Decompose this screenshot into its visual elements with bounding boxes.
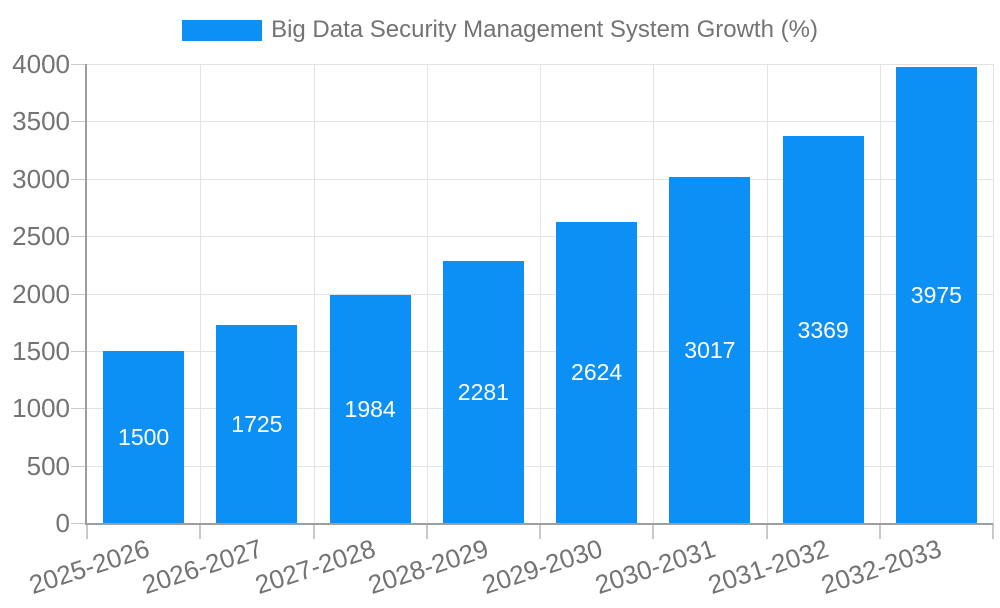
y-tick-mark — [71, 236, 87, 238]
x-tick-mark — [652, 523, 655, 539]
y-tick-label: 1000 — [12, 393, 70, 424]
bar — [669, 176, 751, 523]
y-tick-label: 4000 — [12, 49, 70, 79]
y-tick-label: 2500 — [12, 221, 70, 252]
v-gridline — [200, 64, 202, 523]
x-tick-mark — [199, 523, 202, 539]
bar-value-label: 1725 — [231, 411, 283, 438]
y-tick-mark — [71, 121, 87, 123]
bar-value-label: 3975 — [910, 281, 962, 308]
v-gridline — [540, 64, 541, 523]
v-gridline — [426, 64, 428, 523]
v-gridline — [766, 64, 768, 523]
legend-color-swatch — [182, 19, 263, 41]
bar — [556, 221, 638, 523]
x-axis-line — [85, 523, 993, 525]
bar — [895, 66, 977, 523]
y-tick-label: 1500 — [12, 335, 70, 366]
y-tick-mark — [71, 178, 87, 180]
y-tick-label: 3000 — [12, 163, 70, 194]
bar — [329, 295, 411, 523]
x-tick-mark — [539, 523, 541, 539]
v-gridline — [653, 64, 655, 523]
bar — [442, 261, 524, 523]
x-tick-mark — [425, 523, 428, 539]
v-gridline — [993, 64, 994, 523]
y-tick-mark — [71, 465, 87, 467]
x-tick-mark — [312, 523, 315, 539]
x-tick-mark — [86, 523, 88, 539]
bar — [103, 350, 185, 523]
chart-legend: Big Data Security Management System Grow… — [0, 16, 1000, 44]
y-tick-mark — [71, 64, 87, 65]
y-tick-label: 3500 — [12, 106, 70, 137]
bar-value-label: 1500 — [118, 423, 170, 450]
x-tick-mark — [878, 523, 881, 539]
bar-value-label: 1984 — [344, 396, 396, 423]
x-tick-mark — [765, 523, 768, 539]
bar-value-label: 3369 — [797, 316, 849, 343]
y-tick-label: 0 — [55, 508, 70, 538]
y-tick-mark — [71, 523, 87, 524]
bar-value-label: 2281 — [457, 379, 509, 406]
y-axis-line — [85, 64, 87, 525]
legend-title: Big Data Security Management System Grow… — [271, 16, 818, 43]
x-tick-mark — [992, 523, 994, 539]
y-tick-mark — [71, 408, 87, 410]
bar — [782, 136, 864, 523]
y-tick-mark — [71, 350, 87, 352]
y-tick-label: 2000 — [12, 278, 70, 309]
v-gridline — [879, 64, 881, 523]
v-gridline — [313, 64, 315, 523]
y-tick-mark — [71, 293, 87, 295]
bar-value-label: 2624 — [571, 359, 623, 386]
y-tick-label: 500 — [26, 450, 70, 481]
bar-value-label: 3017 — [684, 336, 736, 363]
bar — [216, 325, 298, 523]
